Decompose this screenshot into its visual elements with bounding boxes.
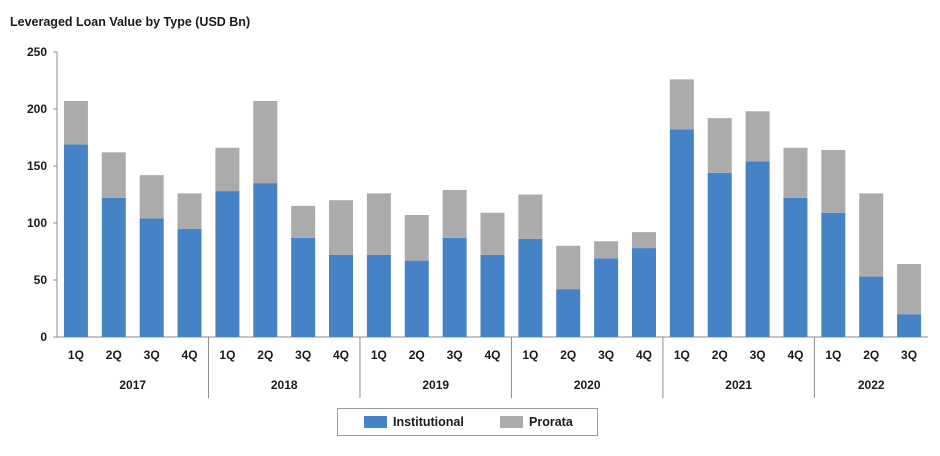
bar-prorata xyxy=(480,212,505,255)
x-tick-label-quarter: 2Q xyxy=(712,348,728,362)
legend-label-prorata: Prorata xyxy=(529,415,573,429)
x-tick-label-year: 2020 xyxy=(574,378,601,392)
x-tick-label-quarter: 1Q xyxy=(219,348,235,362)
bar-prorata xyxy=(404,215,429,261)
bar-prorata xyxy=(366,193,391,255)
bar-institutional xyxy=(897,314,922,337)
bar-prorata xyxy=(556,245,581,290)
x-tick-label-year: 2018 xyxy=(271,378,298,392)
bar-institutional xyxy=(783,197,808,337)
x-tick-label-quarter: 2Q xyxy=(106,348,122,362)
x-tick-label-quarter: 4Q xyxy=(787,348,803,362)
bar-prorata xyxy=(594,241,619,259)
bar-institutional xyxy=(821,212,846,337)
bar-prorata xyxy=(897,264,922,315)
bar-prorata xyxy=(442,189,467,238)
bar-institutional xyxy=(745,161,770,337)
x-tick-label-quarter: 3Q xyxy=(750,348,766,362)
bar-institutional xyxy=(518,238,543,337)
x-tick-label-quarter: 4Q xyxy=(636,348,652,362)
bar-prorata xyxy=(215,147,240,192)
bar-prorata xyxy=(291,205,316,238)
bar-prorata xyxy=(139,175,164,219)
x-tick-label-year: 2022 xyxy=(858,378,885,392)
bar-institutional xyxy=(215,191,240,337)
bar-prorata xyxy=(745,111,770,162)
x-tick-label-year: 2017 xyxy=(119,378,146,392)
bar-institutional xyxy=(253,183,278,337)
x-tick-label-quarter: 3Q xyxy=(447,348,463,362)
bar-prorata xyxy=(518,194,543,239)
bar-institutional xyxy=(177,228,202,337)
bar-prorata xyxy=(177,193,202,229)
x-tick-label-year: 2021 xyxy=(725,378,752,392)
bar-prorata xyxy=(631,232,656,249)
chart-legend: Institutional Prorata xyxy=(337,408,598,436)
bar-institutional xyxy=(594,258,619,337)
bar-institutional xyxy=(556,289,581,337)
bar-institutional xyxy=(139,218,164,337)
y-tick-label: 0 xyxy=(40,330,47,344)
chart-title: Leveraged Loan Value by Type (USD Bn) xyxy=(10,15,251,29)
bar-institutional xyxy=(404,260,429,337)
x-tick-label-quarter: 3Q xyxy=(295,348,311,362)
x-tick-label-quarter: 3Q xyxy=(901,348,917,362)
bar-prorata xyxy=(783,147,808,198)
bar-institutional xyxy=(329,254,354,337)
x-tick-label-quarter: 3Q xyxy=(144,348,160,362)
legend-label-institutional: Institutional xyxy=(393,415,464,429)
y-tick-label: 250 xyxy=(27,45,47,59)
x-tick-label-quarter: 2Q xyxy=(560,348,576,362)
bar-institutional xyxy=(63,144,88,337)
x-tick-label-quarter: 2Q xyxy=(863,348,879,362)
bar-prorata xyxy=(859,193,884,277)
bar-institutional xyxy=(480,254,505,337)
bar-prorata xyxy=(253,101,278,184)
x-tick-label-quarter: 1Q xyxy=(522,348,538,362)
bar-institutional xyxy=(442,237,467,337)
bar-institutional xyxy=(669,129,694,337)
x-tick-label-quarter: 4Q xyxy=(484,348,500,362)
x-tick-label-year: 2019 xyxy=(422,378,449,392)
bar-institutional xyxy=(707,172,732,337)
bar-prorata xyxy=(63,101,88,145)
bar-institutional xyxy=(631,248,656,337)
legend-swatch-prorata xyxy=(500,416,523,428)
y-tick-label: 100 xyxy=(27,216,47,230)
x-tick-label-quarter: 4Q xyxy=(182,348,198,362)
x-tick-label-quarter: 1Q xyxy=(674,348,690,362)
legend-swatch-institutional xyxy=(364,416,387,428)
bar-prorata xyxy=(821,150,846,213)
x-tick-label-quarter: 1Q xyxy=(371,348,387,362)
bar-institutional xyxy=(366,254,391,337)
x-tick-label-quarter: 2Q xyxy=(257,348,273,362)
legend-item-prorata: Prorata xyxy=(500,409,573,435)
y-tick-label: 50 xyxy=(34,273,48,287)
x-tick-label-quarter: 3Q xyxy=(598,348,614,362)
bar-prorata xyxy=(707,118,732,173)
y-tick-label: 150 xyxy=(27,159,47,173)
bar-prorata xyxy=(669,79,694,130)
y-tick-label: 200 xyxy=(27,102,47,116)
legend-item-institutional: Institutional xyxy=(364,409,464,435)
x-tick-label-quarter: 4Q xyxy=(333,348,349,362)
bar-institutional xyxy=(291,237,316,337)
bar-institutional xyxy=(859,276,884,337)
x-tick-label-quarter: 2Q xyxy=(409,348,425,362)
x-tick-label-quarter: 1Q xyxy=(825,348,841,362)
x-tick-label-quarter: 1Q xyxy=(68,348,84,362)
bar-prorata xyxy=(101,152,126,198)
bar-institutional xyxy=(101,197,126,337)
bar-prorata xyxy=(329,200,354,255)
